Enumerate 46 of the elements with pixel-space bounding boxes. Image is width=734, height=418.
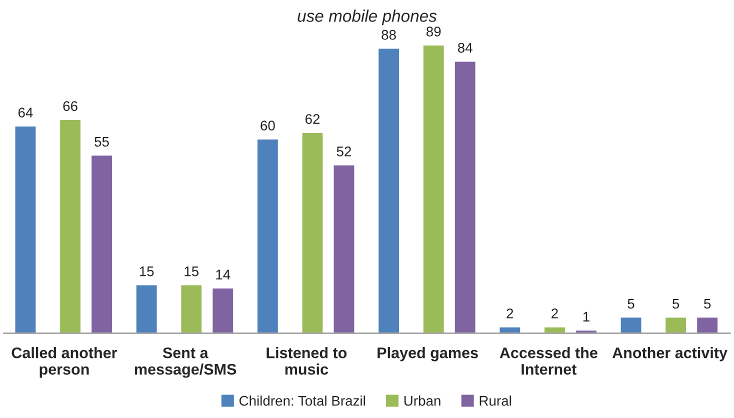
- data-label: 2: [552, 308, 558, 318]
- x-tick-label: Accessed the Internet: [500, 347, 598, 375]
- bar: [574, 329, 598, 334]
- x-tick-label: Another activity: [612, 347, 728, 362]
- data-label: 2: [506, 308, 514, 318]
- data-label: 5: [704, 298, 711, 309]
- bar: [664, 316, 688, 334]
- bar: [377, 47, 400, 334]
- data-label: 15: [140, 266, 154, 276]
- data-label: 15: [184, 266, 199, 276]
- chart-title: use mobile phones: [298, 10, 437, 26]
- bar: [14, 125, 38, 334]
- bar: [498, 326, 522, 334]
- data-label: 88: [382, 30, 396, 40]
- bar: [300, 132, 324, 334]
- x-tick-label: Listened to music: [266, 347, 347, 375]
- x-tick-label: Played games: [378, 347, 478, 362]
- bar: [332, 164, 356, 334]
- bar: [90, 154, 114, 334]
- data-label: 89: [426, 26, 441, 37]
- bar: [422, 44, 446, 334]
- bar: [696, 316, 719, 334]
- data-label: 62: [305, 114, 320, 124]
- data-label: 66: [63, 101, 78, 112]
- x-tick-label: Called another person: [12, 347, 118, 378]
- bar: [619, 316, 643, 334]
- bar: [58, 118, 82, 334]
- data-label: 14: [216, 270, 230, 280]
- bar: [180, 284, 203, 334]
- bar: [543, 326, 566, 334]
- legend-label: Rural: [480, 396, 511, 406]
- bar: [211, 287, 234, 334]
- data-label: 52: [336, 146, 352, 156]
- data-label: 5: [628, 298, 634, 309]
- legend-label: Urban: [404, 396, 440, 406]
- data-label: 5: [672, 298, 680, 309]
- data-label: 64: [18, 108, 33, 118]
- data-label: 55: [94, 136, 109, 147]
- data-label: 1: [583, 312, 590, 322]
- bar: [256, 138, 280, 334]
- data-label: 84: [458, 42, 472, 53]
- legend-label: Children: Total Brazil: [239, 396, 365, 406]
- data-label: 60: [260, 120, 275, 130]
- bar: [134, 284, 158, 334]
- bar: [454, 60, 477, 334]
- x-tick-label: Sent a message/SMS: [134, 347, 236, 378]
